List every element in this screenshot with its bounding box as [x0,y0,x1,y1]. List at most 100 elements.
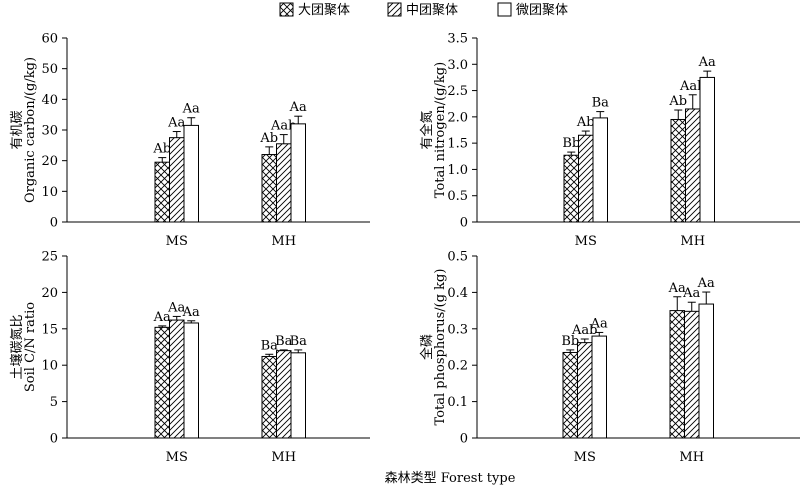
y-tick-label: 0 [460,216,468,231]
y-tick-label: 5 [50,395,58,410]
significance-label: Aa [668,281,686,296]
significance-label: Bb [561,334,579,349]
x-tick-label: MS [575,234,597,249]
significance-label: Ab [152,142,171,157]
y-axis-title-cn: 有全氮 [419,110,435,149]
bar [154,326,170,439]
significance-label: Ab [668,94,687,109]
y-tick-label: 25 [41,250,58,265]
y-tick-label: 20 [41,154,58,169]
bar [169,137,185,223]
y-tick-label: 2.5 [447,84,468,99]
significance-label: Aa [289,100,307,115]
y-tick-label: 0.4 [447,286,468,301]
significance-label: Aa [182,102,200,117]
y-tick-label: 0 [460,432,468,447]
bar [183,124,199,223]
significance-label: Ba [261,338,279,353]
bar [577,342,593,439]
significance-label: Aab [679,79,705,94]
y-tick-label: 10 [41,185,58,200]
significance-label: Ba [592,96,610,111]
bar [670,118,686,223]
y-tick-label: 0 [50,432,58,447]
x-tick-label: MH [271,450,296,465]
y-tick-label: 20 [41,286,58,301]
bar [592,117,608,223]
significance-label: Aab [270,119,296,134]
bar [685,108,701,223]
x-axis-title: 森林类型 Forest type [385,471,516,486]
y-tick-label: 2.0 [447,110,468,125]
bar [154,161,170,223]
significance-label: Aa [167,116,185,131]
significance-label: Aa [698,55,716,70]
significance-label: Aa [182,305,200,320]
y-tick-label: 40 [41,93,58,108]
y-axis-title-en: Organic carbon/(g/kg) [23,57,38,203]
x-tick-label: MS [166,450,188,465]
bar [290,123,306,223]
y-tick-label: 60 [41,32,58,47]
bar [591,335,607,439]
bar [698,303,714,439]
y-tick-label: 50 [41,62,58,77]
bar [261,355,277,439]
bar [261,154,277,223]
bar [276,350,292,439]
y-tick-label: 30 [41,124,58,139]
significance-label: Ab [259,131,278,146]
legend-swatch-diagonal [387,2,402,17]
y-axis-title-cn: 全磷 [419,334,435,360]
bar [183,322,199,439]
bar [699,76,715,223]
bar [562,351,578,439]
significance-label: Aa [167,300,185,315]
bar [169,319,185,439]
significance-label: Ab [576,115,595,130]
y-axis-title-en: Total phosphorus/(g kg) [433,269,448,426]
y-tick-label: 3.5 [447,32,468,47]
bar [563,154,579,223]
y-axis-title-cn: 土壤碳氮比 [9,314,25,379]
significance-label: Aa [153,310,171,325]
y-tick-label: 15 [41,322,58,337]
x-tick-label: MH [680,234,705,249]
y-tick-label: 3.0 [447,58,468,73]
legend-label: 微团聚体 [516,3,568,18]
y-tick-label: 10 [41,359,58,374]
y-tick-label: 0.2 [447,359,468,374]
legend-label: 大团聚体 [298,3,350,18]
significance-label: Bb [562,136,580,151]
y-tick-label: 0.3 [447,322,468,337]
significance-label: Ba [275,334,293,349]
significance-label: Aab [571,323,597,338]
y-tick-label: 0.5 [447,250,468,265]
legend-item-microaggregate: 微团聚体 [497,2,568,18]
bar [684,310,700,439]
y-tick-label: 0.5 [447,189,468,204]
y-tick-label: 0 [50,216,58,231]
y-axis-title-en: Total nitrogen/(g/kg) [433,62,448,198]
y-tick-label: 0.1 [447,395,468,410]
legend: 大团聚体 中团聚体 微团聚体 [279,2,568,18]
significance-label: Aa [590,316,608,331]
significance-label: Aa [697,276,715,291]
significance-label: Aa [682,286,700,301]
x-tick-label: MH [271,234,296,249]
y-axis-title-cn: 有机碳 [10,110,25,149]
legend-swatch-crosshatch [279,2,294,17]
legend-label: 中团聚体 [406,3,458,18]
bar [290,352,306,439]
legend-item-mesoaggregate: 中团聚体 [387,2,458,18]
x-tick-label: MH [679,450,704,465]
y-axis-title-en: Soil C/N ratio [23,302,38,392]
bar [578,134,594,223]
bar [276,143,292,223]
legend-item-macroaggregate: 大团聚体 [279,2,350,18]
